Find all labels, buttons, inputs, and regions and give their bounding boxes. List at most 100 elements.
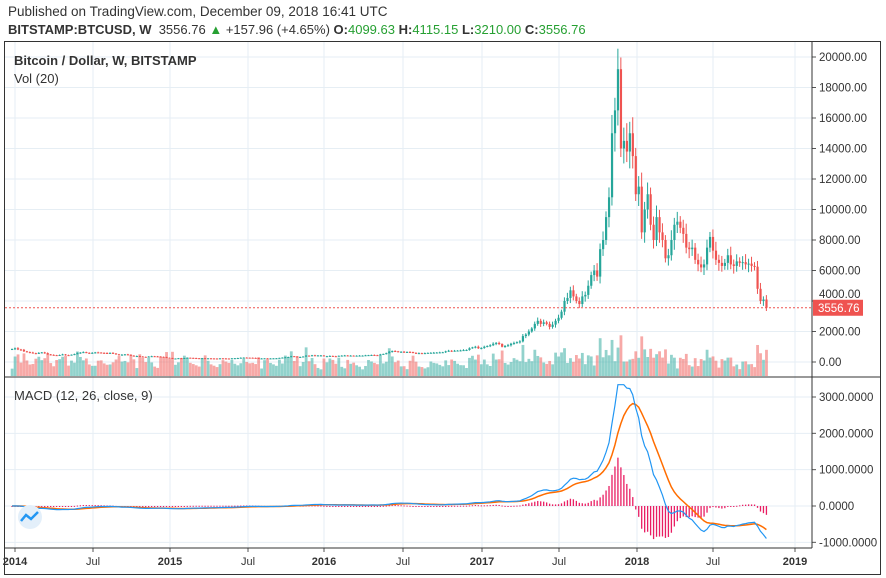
- volume-bar: [111, 362, 115, 376]
- volume-bar: [162, 357, 165, 376]
- macd-histogram-bar: [638, 506, 640, 517]
- candle-body: [747, 263, 750, 265]
- candle-body: [79, 352, 82, 354]
- volume-bar: [70, 360, 73, 376]
- macd-histogram-bar: [465, 505, 468, 507]
- candle-body: [646, 194, 649, 210]
- volume-bar: [96, 360, 100, 376]
- macd-histogram-bar: [403, 505, 405, 507]
- macd-histogram-bar: [626, 483, 628, 506]
- volume-bar: [313, 364, 317, 376]
- candle-body: [106, 353, 109, 355]
- candle-body: [569, 290, 572, 298]
- macd-histogram-bar: [605, 490, 607, 506]
- candle-body: [527, 331, 530, 335]
- macd-histogram-bar: [617, 457, 619, 506]
- volume-bar: [212, 365, 216, 376]
- volume-bar: [634, 351, 638, 376]
- price-tick-label: 20000.00: [819, 52, 867, 64]
- macd-histogram-bar: [661, 506, 664, 537]
- macd-histogram-bar: [70, 506, 73, 507]
- candle-body: [670, 240, 673, 256]
- time-tick-label: Jul: [241, 556, 255, 568]
- volume-bar: [471, 355, 474, 376]
- candle-body: [266, 358, 269, 360]
- candle-body: [545, 322, 548, 324]
- volume-bar: [117, 356, 121, 376]
- candle-body: [272, 358, 275, 360]
- volume-bar: [278, 359, 281, 376]
- price-tick-label: 4000.00: [819, 289, 861, 301]
- volume-bar: [714, 360, 718, 376]
- macd-histogram-bar: [703, 506, 705, 517]
- volume-bar: [607, 355, 611, 376]
- macd-histogram-bar: [76, 505, 79, 507]
- macd-histogram-bar: [421, 506, 423, 507]
- volume-bar: [144, 362, 148, 376]
- candle-body: [221, 358, 225, 360]
- volume-bar: [560, 352, 563, 376]
- candle-body: [52, 354, 55, 356]
- candle-body: [141, 356, 144, 358]
- candle-body: [132, 355, 135, 357]
- macd-histogram-bar: [522, 504, 524, 506]
- candle-body: [61, 354, 64, 356]
- volume-bar: [711, 356, 715, 376]
- candle-body: [691, 247, 694, 250]
- volume-bar: [738, 369, 742, 376]
- candle-body: [492, 343, 495, 346]
- candle-body: [700, 264, 703, 268]
- candle-body: [319, 355, 323, 357]
- candle-body: [88, 352, 91, 354]
- macd-histogram-bar: [644, 506, 646, 533]
- macd-histogram-bar: [234, 505, 236, 507]
- candle-body: [385, 353, 388, 355]
- macd-tick-label: -1000.0000: [819, 537, 877, 549]
- macd-histogram-bar: [706, 506, 708, 513]
- price-tick-label: 2000.00: [819, 327, 861, 339]
- volume-bar: [135, 368, 139, 376]
- volume-bar: [129, 354, 133, 376]
- volume-bar: [762, 359, 765, 376]
- candle-body: [685, 233, 688, 248]
- tradingview-logo-icon: [18, 505, 42, 529]
- volume-bar: [604, 349, 608, 376]
- volume-bar: [456, 363, 459, 376]
- price-tick-label: 18000.00: [819, 83, 867, 95]
- candle-body: [426, 352, 429, 354]
- macd-histogram-bar: [759, 506, 762, 512]
- volume-bar: [87, 364, 91, 376]
- macd-histogram-bar: [682, 506, 684, 517]
- volume-bar: [233, 363, 237, 376]
- candle-body: [732, 264, 735, 266]
- macd-tick-label: 3000.0000: [819, 392, 873, 404]
- volume-bar: [521, 344, 525, 376]
- candle-body: [192, 357, 195, 359]
- volume-bar: [28, 364, 32, 376]
- volume-bar: [283, 355, 287, 376]
- volume-bar: [438, 364, 442, 376]
- volume-bar: [678, 357, 682, 376]
- volume-bar: [652, 357, 656, 376]
- volume-bar: [245, 361, 249, 376]
- macd-histogram-bar: [100, 505, 102, 507]
- candle-body: [275, 358, 278, 360]
- symbol[interactable]: BITSTAMP:BTCUSD, W: [8, 22, 152, 37]
- macd-histogram-bar: [599, 497, 601, 506]
- candle-body: [420, 353, 424, 355]
- candle-body: [302, 356, 305, 358]
- candle-body: [82, 352, 85, 354]
- macd-histogram-bar: [442, 506, 444, 507]
- candle-body: [483, 346, 486, 348]
- macd-histogram-bar: [222, 505, 224, 507]
- candle-body: [120, 354, 124, 356]
- volume-bar: [717, 367, 721, 376]
- candle-body: [281, 357, 284, 359]
- volume-bar: [10, 368, 14, 376]
- volume-bar: [13, 356, 17, 376]
- candle-body: [25, 351, 29, 353]
- volume-bar: [474, 359, 477, 376]
- macd-histogram-bar: [376, 506, 379, 507]
- candle-body: [765, 299, 768, 308]
